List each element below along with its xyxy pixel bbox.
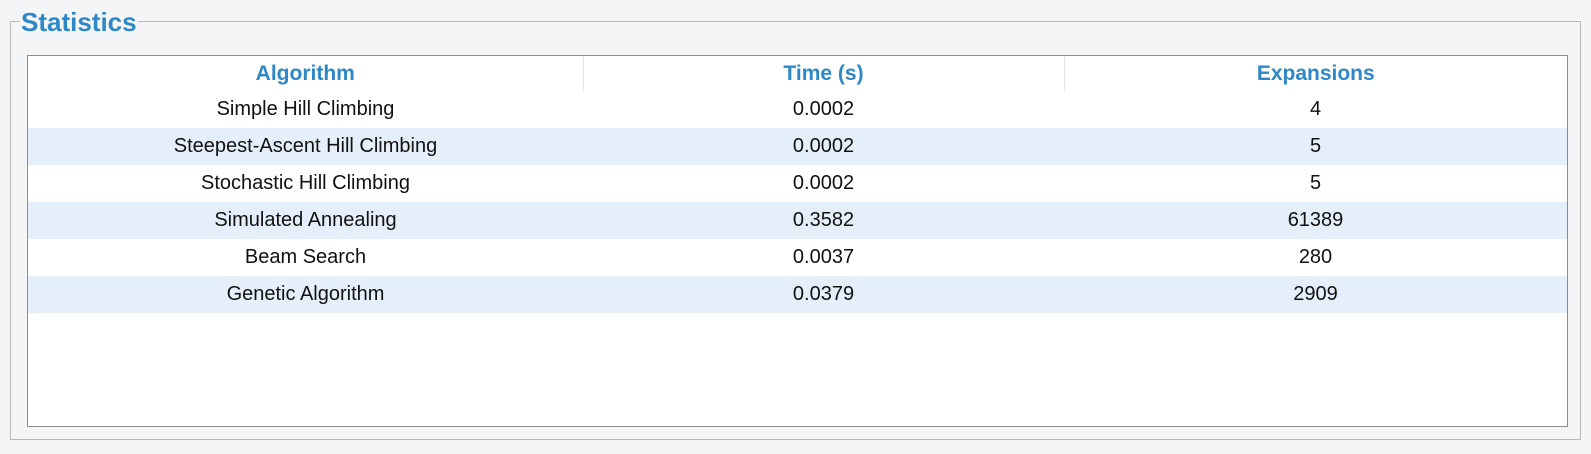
cell-time: 0.0002 [792,98,855,120]
table-row[interactable]: Beam Search 0.0037 280 [28,239,1567,276]
cell-time: 0.0002 [583,128,1064,165]
cell-expansions: 5 [1309,172,1322,194]
statistics-groupbox [10,21,1581,440]
table-row[interactable]: Stochastic Hill Climbing 0.0002 5 [28,165,1567,202]
statistics-title: Statistics [20,6,138,38]
column-header-algorithm[interactable]: Algorithm [28,56,583,91]
cell-time: 0.3582 [583,202,1064,239]
column-header-time[interactable]: Time (s) [582,56,1064,91]
table-row[interactable]: Simple Hill Climbing 0.0002 4 [28,91,1567,128]
header-row: Algorithm Time (s) Expansions [28,56,1567,91]
cell-expansions: 5 [1064,128,1567,165]
cell-algorithm: Simple Hill Climbing [216,98,395,120]
cell-algorithm: Genetic Algorithm [28,276,583,313]
column-header-expansions[interactable]: Expansions [1063,56,1567,91]
cell-time: 0.0002 [792,172,855,194]
cell-expansions: 280 [1298,246,1333,268]
cell-time: 0.0379 [583,276,1064,313]
statistics-table[interactable]: Algorithm Time (s) Expansions Simple Hil… [27,55,1568,427]
table-row[interactable]: Simulated Annealing 0.3582 61389 [28,202,1567,239]
table-row[interactable]: Genetic Algorithm 0.0379 2909 [28,276,1567,313]
cell-algorithm: Beam Search [244,246,367,268]
cell-algorithm: Stochastic Hill Climbing [201,172,410,194]
cell-expansions: 2909 [1064,276,1567,313]
cell-algorithm: Steepest-Ascent Hill Climbing [28,128,583,165]
statistics-grid: Algorithm Time (s) Expansions Simple Hil… [28,56,1567,313]
cell-time: 0.0037 [792,246,855,268]
cell-expansions: 61389 [1064,202,1567,239]
cell-expansions: 4 [1309,98,1322,120]
table-row[interactable]: Steepest-Ascent Hill Climbing 0.0002 5 [28,128,1567,165]
cell-algorithm: Simulated Annealing [28,202,583,239]
